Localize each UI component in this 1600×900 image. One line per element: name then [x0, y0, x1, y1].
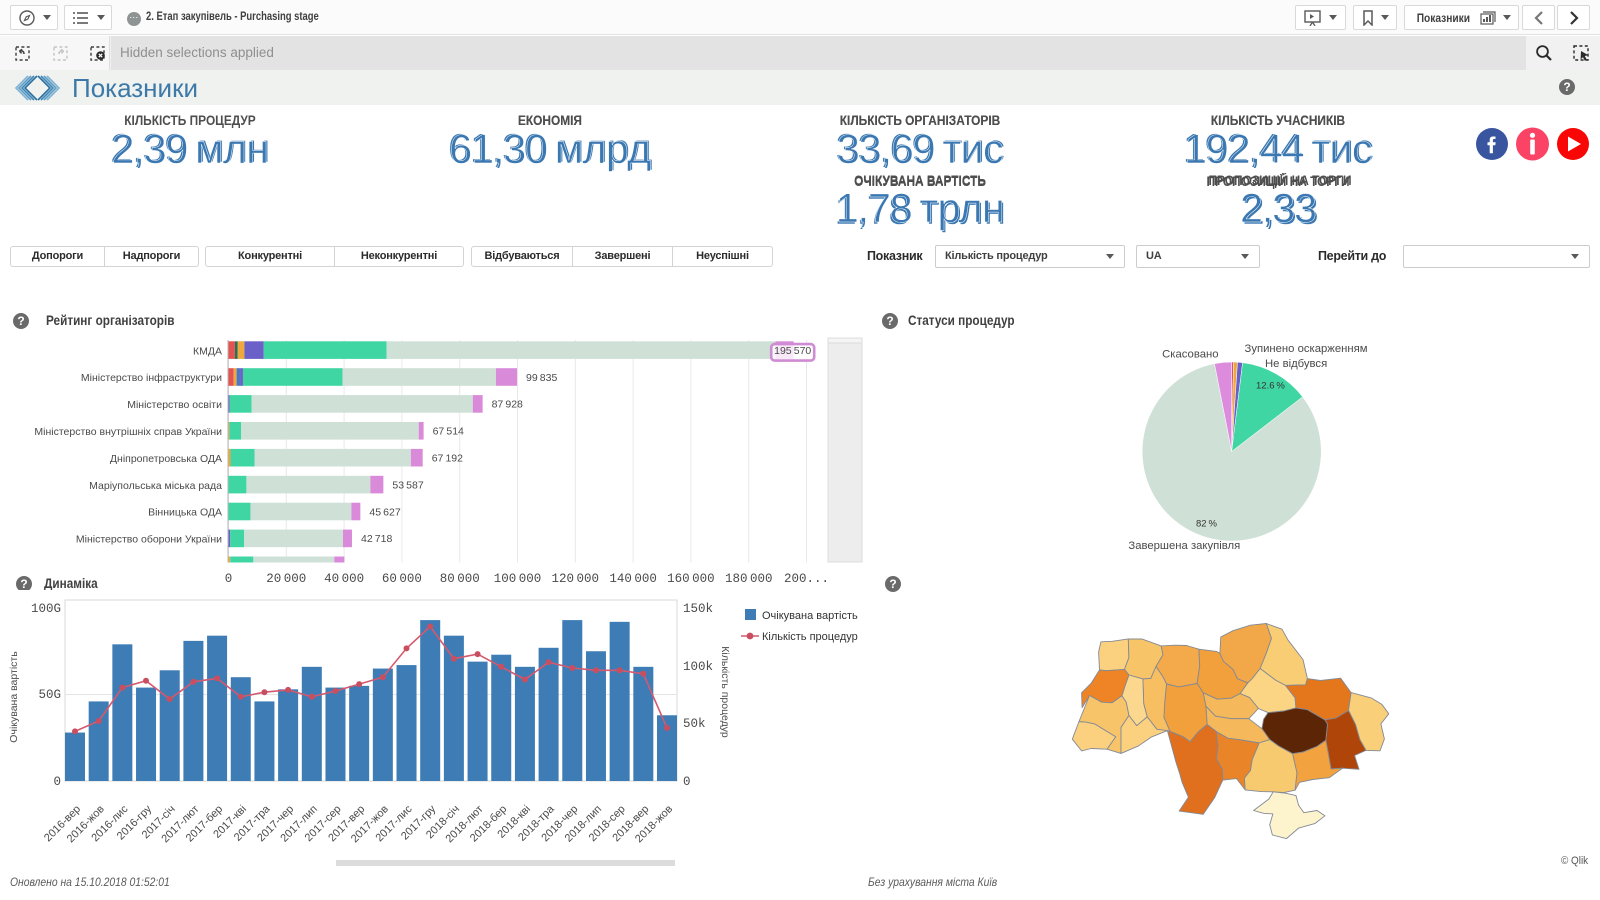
svg-text:53 587: 53 587: [392, 479, 423, 491]
svg-text:0: 0: [683, 775, 691, 789]
svg-text:Міністерство оборони України: Міністерство оборони України: [76, 534, 222, 546]
svg-text:Міністерство внутрішніх справ: Міністерство внутрішніх справ України: [34, 426, 222, 438]
svg-text:67 192: 67 192: [432, 453, 463, 465]
svg-text:20 000: 20 000: [266, 572, 306, 584]
svg-text:100k: 100k: [683, 660, 713, 674]
svg-text:42 718: 42 718: [361, 533, 392, 545]
svg-text:12.6 %: 12.6 %: [1256, 380, 1285, 391]
svg-text:Зупинено оскарженням: Зупинено оскарженням: [1245, 343, 1368, 355]
svg-text:120 000: 120 000: [552, 572, 600, 584]
svg-text:45 627: 45 627: [369, 506, 400, 518]
svg-text:Не відбувся: Не відбувся: [1265, 358, 1327, 370]
svg-text:Кількість процедур: Кількість процедур: [719, 646, 731, 738]
svg-text:99 835: 99 835: [526, 372, 557, 384]
svg-text:Скасовано: Скасовано: [1162, 349, 1218, 361]
svg-text:КМДА: КМДА: [193, 345, 222, 357]
svg-text:Вінницька ОДА: Вінницька ОДА: [148, 507, 222, 519]
svg-text:180 000: 180 000: [725, 572, 773, 584]
svg-text:160 000: 160 000: [667, 572, 715, 584]
svg-text:0: 0: [53, 775, 61, 789]
svg-text:82 %: 82 %: [1196, 518, 1217, 529]
svg-text:40 000: 40 000: [324, 572, 364, 584]
svg-text:200...: 200...: [784, 572, 829, 584]
svg-text:67 514: 67 514: [433, 426, 464, 438]
svg-text:Міністерство освіти: Міністерство освіти: [127, 399, 222, 411]
svg-text:60 000: 60 000: [382, 572, 422, 584]
svg-text:100G: 100G: [31, 602, 61, 616]
svg-text:Очікувана вартість: Очікувана вартість: [8, 651, 20, 743]
svg-text:50k: 50k: [683, 717, 706, 731]
svg-text:Кількість процедур: Кількість процедур: [762, 631, 858, 643]
svg-text:87 928: 87 928: [492, 399, 523, 411]
svg-text:Міністерство інфраструктури: Міністерство інфраструктури: [81, 372, 222, 384]
svg-text:50G: 50G: [38, 688, 61, 702]
svg-text:195 570: 195 570: [774, 345, 811, 357]
svg-text:140 000: 140 000: [609, 572, 657, 584]
svg-text:80 000: 80 000: [440, 572, 480, 584]
svg-text:100 000: 100 000: [494, 572, 542, 584]
svg-text:Очікувана вартість: Очікувана вартість: [762, 610, 858, 622]
svg-text:150k: 150k: [683, 602, 713, 616]
svg-text:0: 0: [225, 572, 233, 584]
svg-text:Дніпропетровська ОДА: Дніпропетровська ОДА: [110, 453, 222, 465]
svg-text:Завершена закупівля: Завершена закупівля: [1128, 540, 1240, 552]
svg-text:Маріупольська міська рада: Маріупольська міська рада: [89, 480, 222, 492]
